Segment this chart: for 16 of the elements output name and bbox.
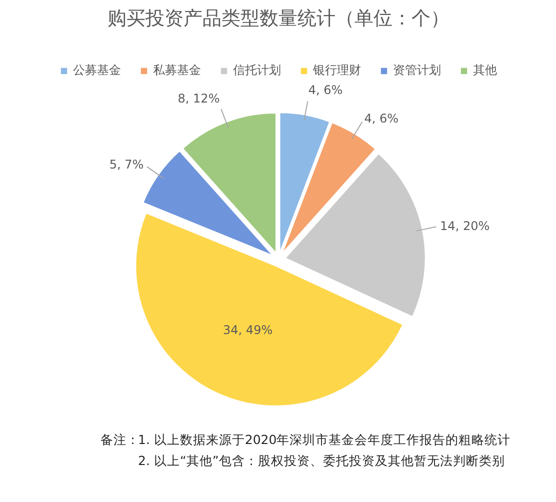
legend-label: 资管计划 — [393, 62, 441, 79]
text: 2. 以上“其他”包含：股权投资、委托投资及其他暂无法判断类别 — [138, 453, 505, 468]
chart-title: 购买投资产品类型数量统计（单位：个） — [108, 8, 450, 30]
data-label: 4, 6% — [364, 112, 399, 126]
text: 1. 以上数据来源于2020年深圳市基金会年度工作报告的粗略统计 — [138, 432, 511, 447]
legend-label: 其他 — [473, 62, 497, 79]
data-label: 14, 20% — [440, 218, 490, 233]
data-label: 34, 49% — [223, 323, 273, 338]
legend-label: 公募基金 — [73, 62, 121, 79]
data-label: 8, 12% — [178, 91, 220, 106]
data-label: 4, 6% — [308, 83, 343, 98]
data-label: 5, 7% — [109, 157, 144, 172]
text: 备注： — [100, 432, 140, 447]
legend-label: 私募基金 — [153, 62, 201, 79]
legend-label: 银行理财 — [313, 62, 361, 79]
legend-label: 信托计划 — [233, 62, 281, 79]
